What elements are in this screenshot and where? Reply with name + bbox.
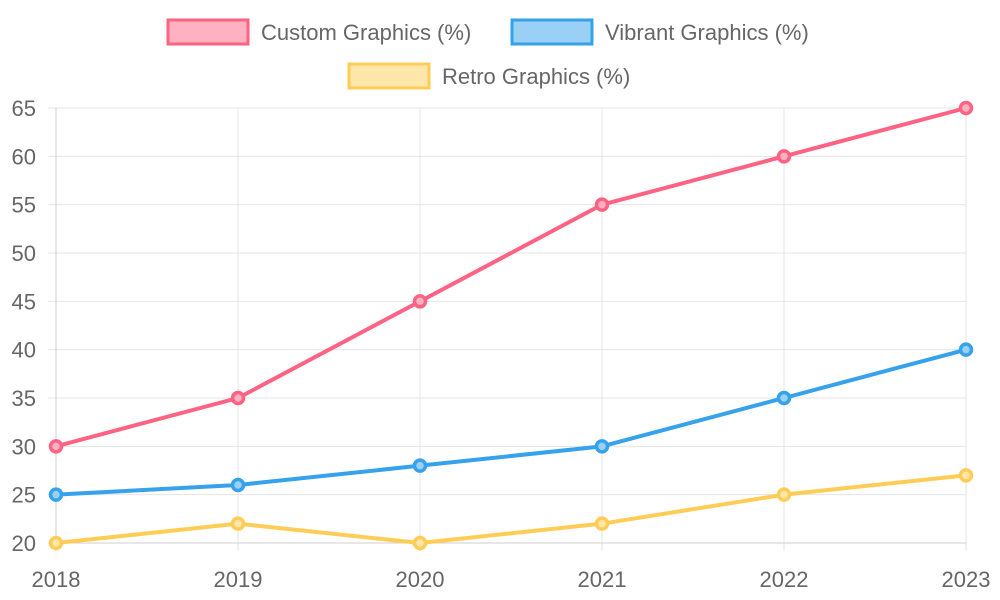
data-point[interactable] [958,100,974,116]
y-tick-label: 65 [12,96,36,121]
data-point[interactable] [412,535,428,551]
series-line [54,106,968,449]
x-tick-label: 2023 [942,567,991,592]
y-tick-label: 30 [12,434,36,459]
data-point[interactable] [776,487,792,502]
data-point[interactable] [776,149,792,164]
data-point[interactable] [230,390,246,406]
data-point[interactable] [48,487,64,502]
legend-label: Custom Graphics (%) [261,20,471,45]
series-line [54,347,968,497]
legend-item-2[interactable]: Retro Graphics (%) [347,62,630,90]
data-point[interactable] [594,516,610,531]
x-tick-label: 2019 [214,567,263,592]
x-tick-label: 2020 [396,567,445,592]
y-tick-label: 45 [12,289,36,314]
series-0 [48,100,974,454]
legend-item-0[interactable]: Custom Graphics (%) [166,18,471,46]
data-point[interactable] [412,458,428,473]
x-tick-label: 2018 [32,567,81,592]
y-tick-label: 50 [12,241,36,266]
data-point[interactable] [958,468,974,483]
legend-swatch [166,18,250,46]
legend[interactable]: Custom Graphics (%) Vibrant Graphics (%) R… [166,18,809,90]
data-point[interactable] [412,294,428,309]
series-2 [48,468,974,551]
y-tick-label: 25 [12,483,36,508]
y-tick-label: 35 [12,386,36,411]
series-layer [48,100,974,551]
legend-swatch [510,18,594,46]
series-1 [48,342,974,502]
legend-label: Vibrant Graphics (%) [605,20,809,45]
legend-item-1[interactable]: Vibrant Graphics (%) [510,18,809,46]
data-point[interactable] [776,390,792,406]
legend-swatch [347,62,431,90]
data-point[interactable] [48,439,64,454]
data-point[interactable] [230,477,246,493]
x-tick-label: 2021 [578,567,627,592]
data-point[interactable] [594,439,610,454]
data-point[interactable] [230,516,246,531]
x-tick-label: 2022 [760,567,809,592]
y-tick-label: 60 [12,144,36,169]
series-line [54,473,968,545]
data-point[interactable] [594,197,610,212]
legend-label: Retro Graphics (%) [442,64,630,89]
grid [48,107,967,551]
data-point[interactable] [958,342,974,357]
y-tick-label: 20 [12,531,36,556]
axes: 20 25 30 35 40 45 50 55 60 65 2018 2019 2020 2021 2022… [12,96,991,592]
data-point[interactable] [48,535,64,551]
y-tick-label: 55 [12,193,36,218]
y-tick-label: 40 [12,338,36,363]
